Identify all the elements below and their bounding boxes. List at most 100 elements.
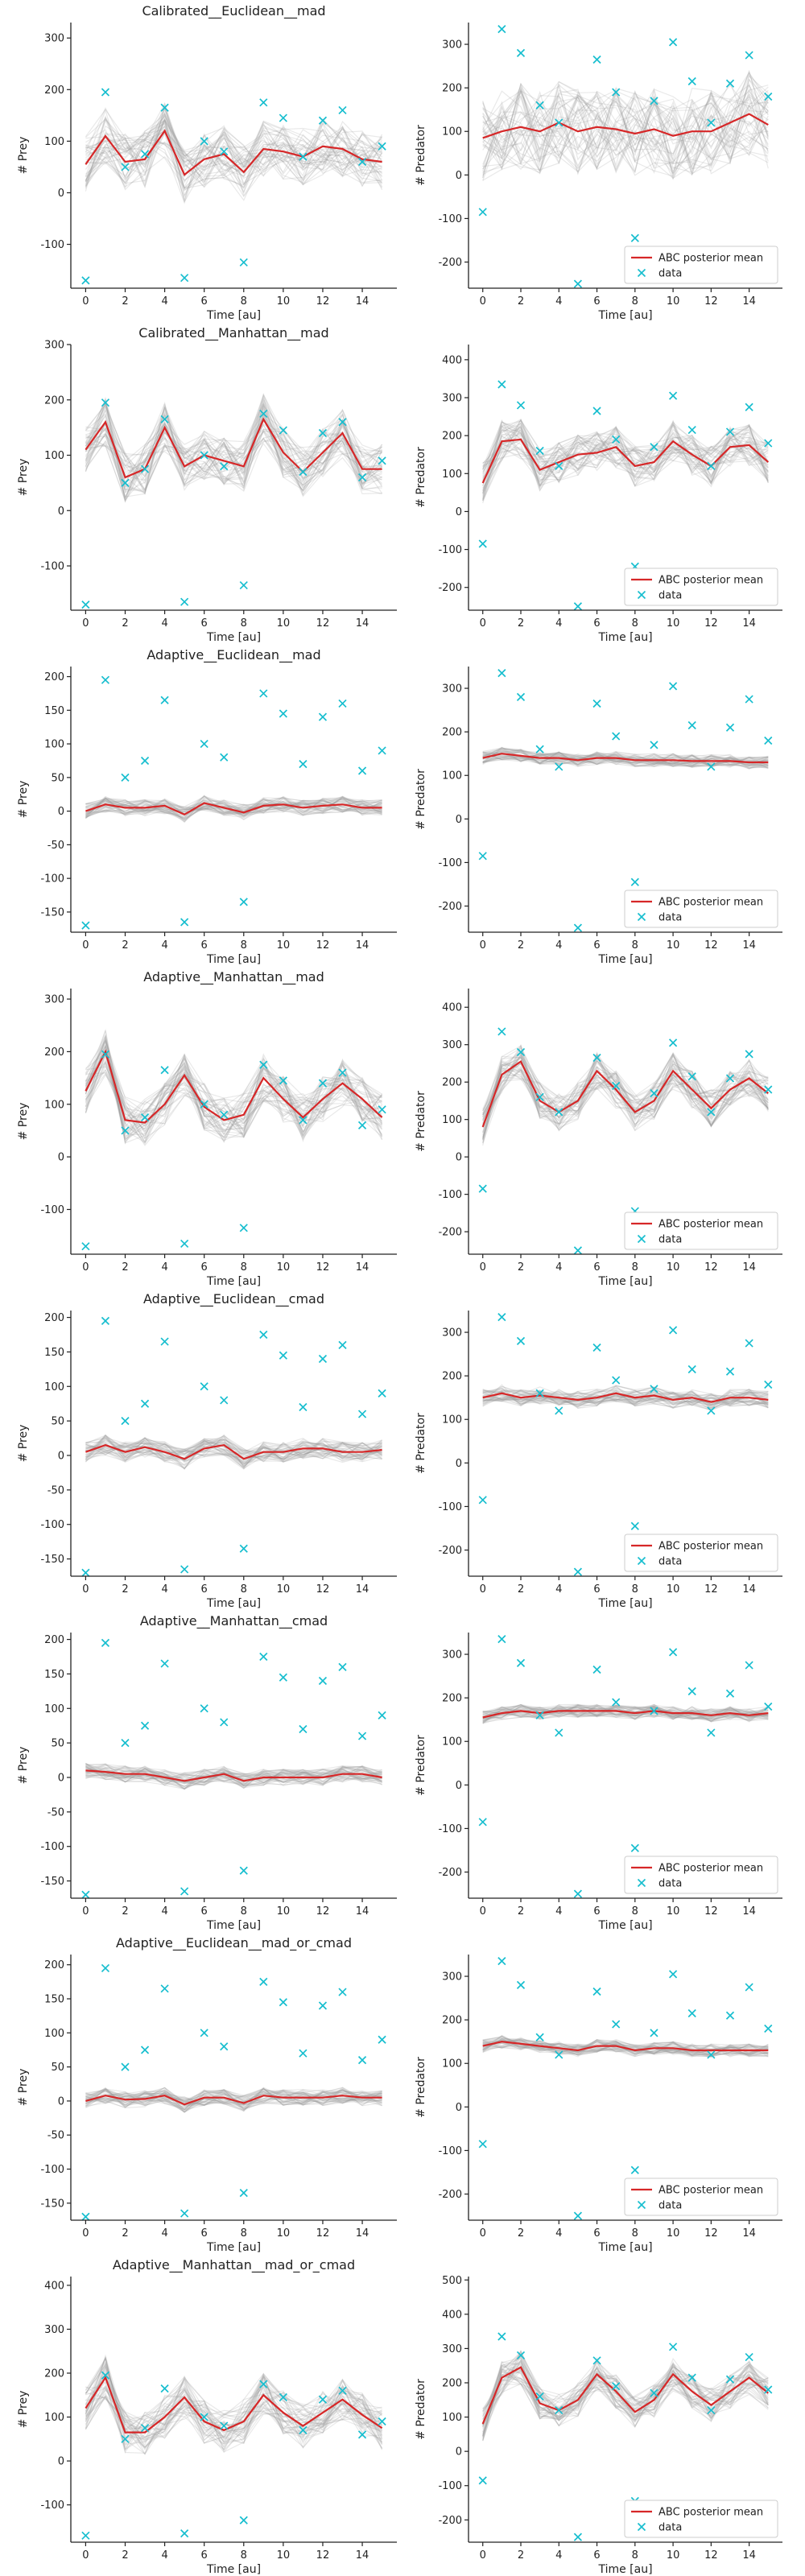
- x-tick-label: 10: [277, 1583, 291, 1596]
- x-tick-label: 10: [667, 2227, 680, 2240]
- legend-data-label: data: [658, 2522, 682, 2534]
- chart-panel-2: 0 2 4 6 8 10 12 14-200-1000100200300Time [au]# …: [415, 23, 782, 322]
- data-point: [221, 1397, 228, 1404]
- chart-panel-10: 0 2 4 6 8 10 12 14-200-1000100200300Time [au]# …: [415, 1311, 782, 1610]
- y-axis-label: # Predator: [415, 769, 427, 830]
- data-point: [181, 1240, 188, 1247]
- data-point: [181, 275, 188, 282]
- legend-data-label: data: [658, 268, 682, 280]
- data-point: [299, 1404, 307, 1411]
- y-tick-label: 300: [442, 1971, 462, 1984]
- y-axis-label: # Predator: [415, 1091, 427, 1152]
- data-point: [745, 696, 753, 703]
- posterior-samples: [85, 104, 382, 203]
- chart-panel-15: Adaptive__Manhattan__mad_or_cmad0 2 4 6 8 10 1…: [17, 2257, 397, 2576]
- data-point: [765, 737, 772, 744]
- data-point: [574, 1890, 581, 1897]
- data-point: [221, 753, 228, 761]
- data-point: [708, 1729, 715, 1736]
- y-tick-label: -100: [40, 2164, 64, 2176]
- x-tick-label: 0: [480, 939, 486, 952]
- x-tick-label: 0: [82, 2227, 89, 2240]
- chart-panel-1: Calibrated__Euclidean__mad0 2 4 6 8 10 12 14-10…: [17, 3, 397, 322]
- data-point: [670, 1327, 677, 1334]
- y-axis-label: # Predator: [415, 1735, 427, 1796]
- y-tick-label: 400: [442, 354, 462, 366]
- x-tick-label: 12: [704, 2549, 718, 2562]
- chart-title: Adaptive__Manhattan__cmad: [140, 1613, 328, 1629]
- x-tick-label: 0: [480, 295, 486, 308]
- y-tick-label: 400: [442, 2309, 462, 2321]
- y-axis-label: # Predator: [415, 2057, 427, 2118]
- data-point: [518, 402, 525, 409]
- legend: ABC posterior mean data: [625, 2500, 778, 2537]
- x-tick-label: 6: [201, 1583, 208, 1596]
- data-point: [688, 722, 696, 729]
- chart-panel-12: 0 2 4 6 8 10 12 14-200-1000100200300Time [au]# …: [415, 1633, 782, 1932]
- data-point: [670, 2343, 677, 2351]
- y-tick-label: -100: [438, 1189, 462, 1201]
- data-point: [181, 1888, 188, 1895]
- data-point: [260, 1331, 267, 1339]
- data-point: [319, 1356, 326, 1363]
- legend-mean-label: ABC posterior mean: [658, 2185, 763, 2197]
- x-tick-label: 0: [480, 2227, 486, 2240]
- x-axis-label: Time [au]: [597, 631, 652, 644]
- data-point: [765, 2025, 772, 2032]
- chart-title: Adaptive__Euclidean__mad_or_cmad: [116, 1935, 352, 1951]
- data-point: [688, 427, 696, 434]
- x-tick-label: 12: [316, 2227, 330, 2240]
- y-tick-label: 300: [442, 39, 462, 52]
- data-point: [745, 403, 753, 411]
- y-axis-label: # Prey: [17, 781, 30, 819]
- data-point: [82, 2213, 89, 2220]
- data-point: [359, 1410, 366, 1418]
- data-point: [279, 1674, 287, 1681]
- data-point: [727, 724, 734, 731]
- y-axis-label: # Predator: [415, 125, 427, 186]
- x-tick-label: 14: [742, 2227, 756, 2240]
- data-point: [122, 2063, 129, 2070]
- x-tick-label: 10: [667, 1583, 680, 1596]
- legend: ABC posterior mean data: [625, 890, 778, 927]
- data-point: [240, 2516, 247, 2524]
- x-tick-label: 6: [201, 939, 208, 952]
- data-point: [727, 1690, 734, 1697]
- legend-mean-label: ABC posterior mean: [658, 1219, 763, 1231]
- data-point: [613, 733, 620, 740]
- x-tick-label: 8: [632, 1261, 638, 1274]
- x-tick-label: 14: [742, 617, 756, 630]
- y-axis-label: # Prey: [17, 1425, 30, 1463]
- y-tick-label: -100: [438, 2145, 462, 2157]
- x-tick-label: 2: [122, 2227, 128, 2240]
- posterior-samples: [85, 795, 382, 822]
- x-tick-label: 8: [241, 1261, 247, 1274]
- y-tick-label: -200: [438, 257, 462, 269]
- x-tick-label: 10: [277, 1261, 291, 1274]
- posterior-samples: [483, 2036, 769, 2058]
- data-point: [670, 1649, 677, 1656]
- data-point: [279, 1352, 287, 1359]
- posterior-samples: [483, 72, 769, 181]
- data-point: [631, 878, 638, 886]
- x-tick-label: 14: [356, 295, 369, 308]
- y-tick-label: 300: [442, 683, 462, 696]
- data-point: [260, 1653, 267, 1661]
- x-tick-label: 14: [356, 617, 369, 630]
- y-tick-label: 300: [442, 1649, 462, 1662]
- data-point: [745, 1340, 753, 1347]
- data-point: [200, 2029, 208, 2037]
- x-tick-label: 8: [241, 295, 247, 308]
- y-tick-label: -200: [438, 582, 462, 594]
- x-tick-label: 6: [593, 2549, 600, 2562]
- data-point: [359, 767, 366, 774]
- data-point: [688, 2010, 696, 2017]
- x-tick-label: 4: [161, 1261, 167, 1274]
- x-tick-label: 6: [593, 1905, 600, 1918]
- y-axis-label: # Prey: [17, 459, 30, 497]
- y-tick-label: 200: [44, 85, 64, 97]
- x-tick-label: 2: [122, 295, 128, 308]
- x-tick-label: 0: [480, 1905, 486, 1918]
- data-point: [161, 1985, 168, 1992]
- x-tick-label: 14: [742, 295, 756, 308]
